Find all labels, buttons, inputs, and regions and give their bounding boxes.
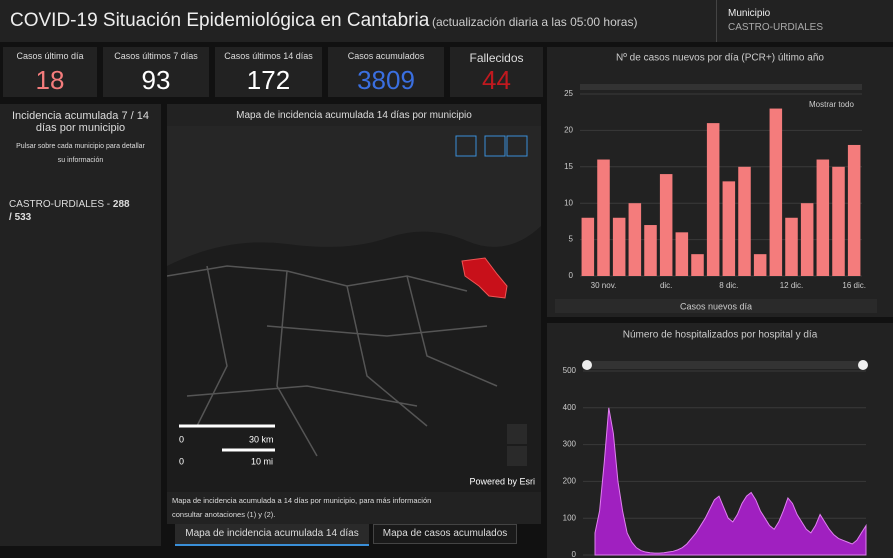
map-title: Mapa de incidencia acumulada 14 días por… [236, 110, 472, 121]
kpi-card: Fallecidos 44 [450, 47, 543, 97]
incidence-entry: CASTRO-URDIALES - 288 / 533 [9, 198, 152, 224]
y-tick-label: 15 [564, 162, 573, 171]
municipio-shape[interactable] [461, 257, 508, 299]
kpi-card: Casos últimos 7 días 93 [103, 47, 209, 97]
attribution: Powered by Esri [469, 476, 535, 486]
divider [716, 0, 717, 42]
area [594, 407, 867, 556]
scale-label: 0 [179, 456, 184, 466]
subtitle: (actualización diaria a las 05:00 horas) [432, 15, 638, 29]
kpi-label: Casos último día [16, 51, 84, 61]
tab[interactable]: Mapa de casos acumulados [373, 524, 517, 544]
y-tick-label: 100 [563, 513, 577, 522]
y-tick-label: 5 [569, 235, 574, 244]
roads [167, 265, 498, 457]
y-tick-label: 400 [563, 403, 577, 412]
bar [847, 144, 861, 276]
slider-handle[interactable] [582, 360, 592, 370]
kpi-value: 44 [482, 65, 511, 95]
bar [785, 217, 798, 276]
kpi-value: 93 [141, 65, 171, 95]
chart-title: Número de hospitalizados por hospital y … [623, 330, 818, 341]
y-tick-label: 300 [563, 440, 577, 449]
incidence-title: Incidencia acumulada 7 / 14 días por mun… [12, 110, 149, 134]
y-tick-label: 500 [563, 366, 577, 375]
x-tick-label: 30 nov. [591, 281, 617, 290]
incidence-14: 533 [14, 212, 32, 223]
bar [738, 166, 751, 276]
bar [816, 159, 830, 276]
incidence-hint: Pulsar sobre cada municipio para detalla… [16, 143, 145, 164]
x-axis-label: Casos nuevos día [680, 301, 752, 311]
kpi-label: Casos últimos 14 días [224, 51, 313, 61]
municipio-label: Municipio [728, 8, 771, 19]
y-tick-label: 10 [564, 198, 573, 207]
kpi-value: 172 [246, 65, 291, 95]
kpi-value: 3809 [357, 65, 415, 95]
y-tick-label: 0 [572, 550, 577, 558]
bar [675, 232, 689, 276]
x-tick-label: 12 dic. [780, 281, 804, 290]
y-tick-label: 0 [569, 271, 574, 280]
zoom-button[interactable]: Mostrar todo [809, 100, 854, 109]
zoom-in[interactable] [507, 424, 527, 444]
scale-label: 10 mi [251, 456, 273, 466]
title: COVID-19 Situación Epidemiológica en Can… [10, 10, 430, 31]
scale-label: 30 km [249, 434, 274, 444]
slider [580, 84, 862, 90]
map[interactable]: 0 30 km 0 10 mi Powered by Esri [167, 126, 541, 492]
scale-label: 0 [179, 434, 184, 444]
slider [583, 361, 866, 369]
map-panel: Mapa de incidencia acumulada 14 días por… [167, 104, 541, 524]
kpi-card: Casos acumulados 3809 [328, 47, 444, 97]
sea [167, 126, 541, 266]
bar [769, 108, 783, 276]
kpi-card: Casos último día 18 [3, 47, 97, 97]
y-tick-label: 200 [563, 477, 577, 486]
bar [706, 123, 720, 277]
header: COVID-19 Situación Epidemiológica en Can… [0, 0, 893, 42]
separator: / [9, 212, 12, 223]
kpi-label: Fallecidos [469, 51, 524, 65]
kpi-label: Casos acumulados [347, 51, 425, 61]
bar [691, 254, 704, 276]
tab[interactable]: Mapa de incidencia acumulada 14 días [175, 524, 369, 546]
bar [628, 203, 642, 276]
list-button[interactable] [506, 135, 528, 157]
bar [800, 203, 814, 276]
municipio: CASTRO-URDIALES - [9, 199, 111, 210]
bar [644, 225, 657, 276]
y-tick-label: 25 [564, 89, 573, 98]
x-tick-label: dic. [660, 281, 672, 290]
chart-title: Nº de casos nuevos por día (PCR+) último… [616, 53, 824, 64]
x-tick-label: 8 dic. [719, 281, 738, 290]
bar [722, 181, 736, 276]
bar [659, 174, 673, 276]
bar [753, 254, 767, 276]
bar [612, 217, 626, 276]
kpi-card: Casos últimos 14 días 172 [215, 47, 322, 97]
scrollbar [555, 299, 877, 313]
bar [832, 166, 845, 276]
incidence-7: 288 [112, 199, 130, 210]
kpi-label: Casos últimos 7 días [114, 51, 198, 61]
municipio[interactable]: CASTRO-URDIALES [728, 22, 824, 33]
kpi-value: 18 [35, 65, 65, 95]
x-tick-label: 16 dic. [842, 281, 866, 290]
home-button[interactable] [484, 135, 506, 157]
search-button[interactable] [455, 135, 477, 157]
zoom-out[interactable] [507, 446, 527, 466]
y-tick-label: 20 [564, 126, 573, 135]
incidence-panel: Incidencia acumulada 7 / 14 días por mun… [0, 104, 161, 546]
slider-handle[interactable] [858, 360, 868, 370]
bar [581, 217, 595, 276]
map-note: Mapa de incidencia acumulada a 14 días p… [172, 496, 432, 519]
bar [597, 159, 610, 276]
